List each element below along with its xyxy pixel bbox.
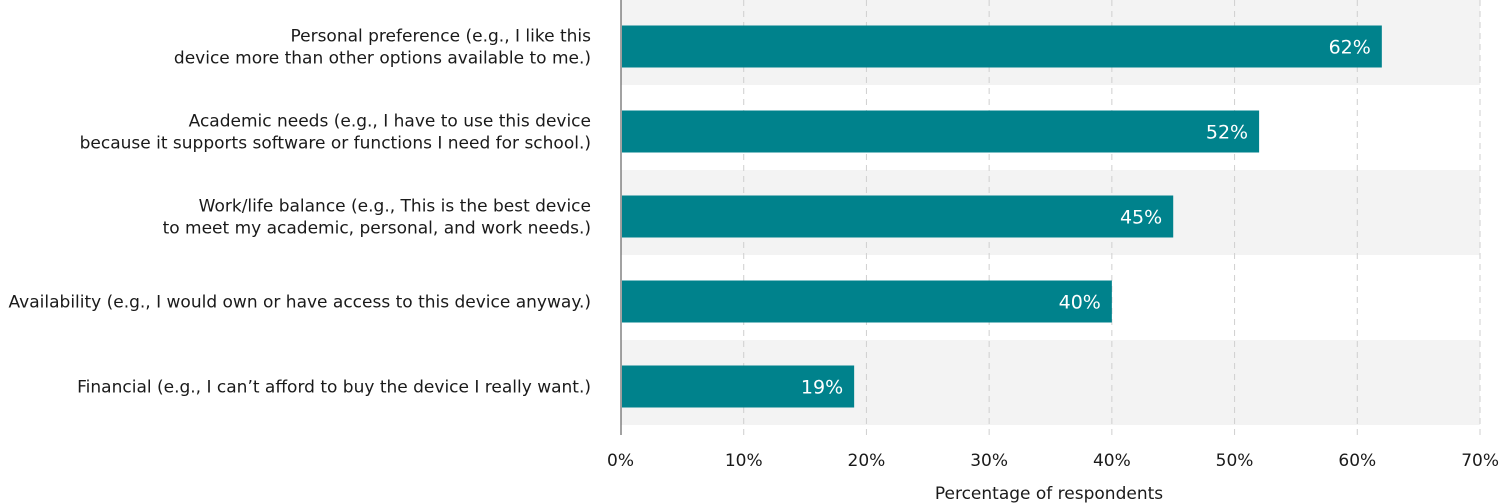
bar: [622, 365, 855, 408]
x-tick-label: 0%: [607, 451, 634, 471]
x-tick-label: 60%: [1338, 451, 1376, 471]
bar-value-label: 40%: [1059, 292, 1101, 314]
category-label: Work/life balance (e.g., This is the bes…: [163, 197, 591, 239]
x-tick-label: 50%: [1216, 451, 1254, 471]
category-label: Academic needs (e.g., I have to use this…: [80, 112, 591, 154]
bar: [622, 25, 1382, 68]
category-label: Personal preference (e.g., I like this de…: [174, 27, 591, 69]
bar-value-label: 62%: [1329, 37, 1371, 59]
bar-value-label: 52%: [1206, 122, 1248, 144]
x-tick-label: 20%: [848, 451, 886, 471]
bar: [622, 110, 1260, 153]
bar-value-label: 45%: [1120, 207, 1162, 229]
x-axis-title: Percentage of respondents: [935, 484, 1163, 504]
category-label: Availability (e.g., I would own or have …: [9, 293, 591, 313]
x-tick-label: 30%: [970, 451, 1008, 471]
bar: [622, 280, 1112, 323]
x-tick-label: 40%: [1093, 451, 1131, 471]
bar: [622, 195, 1174, 238]
bar-value-label: 19%: [801, 377, 843, 399]
x-tick-label: 10%: [725, 451, 763, 471]
x-tick-label: 70%: [1461, 451, 1499, 471]
category-label: Financial (e.g., I can’t afford to buy t…: [77, 378, 591, 398]
